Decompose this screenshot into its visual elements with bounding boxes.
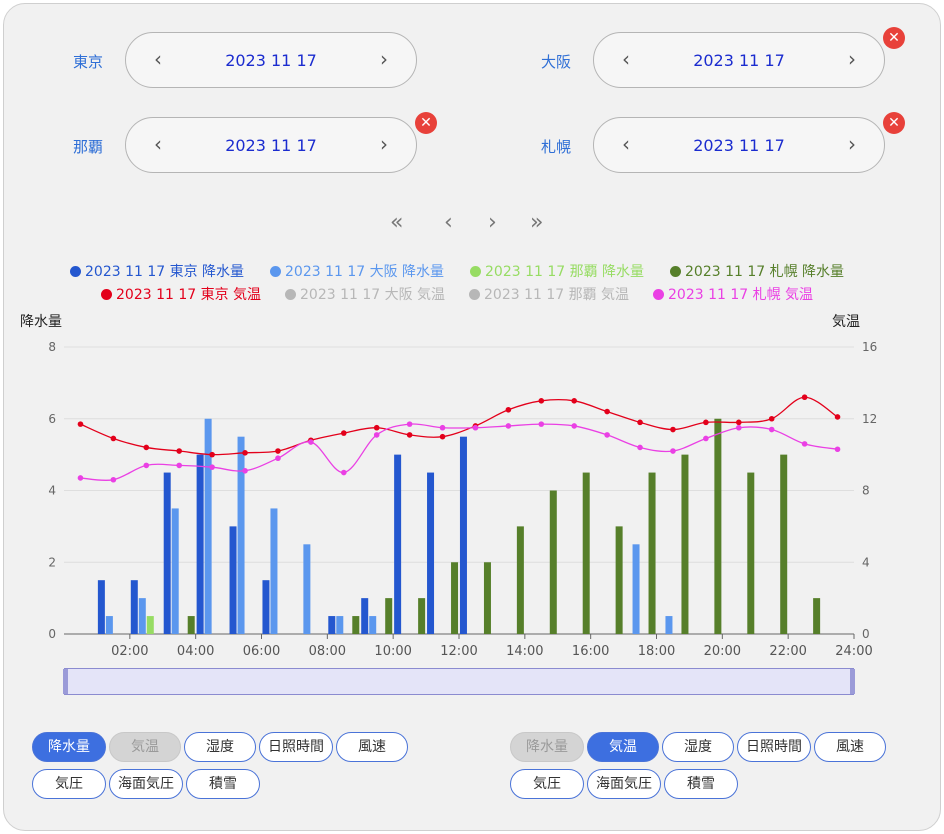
legend-label: 2023 11 17 札幌 降水量 — [685, 264, 845, 280]
chevron-left-icon[interactable]: ‹ — [154, 47, 162, 71]
legend-dot — [670, 266, 681, 277]
city-label-tokyo: 東京 — [73, 53, 104, 71]
chevron-left-icon[interactable]: ‹ — [154, 132, 162, 156]
close-icon[interactable]: ✕ — [415, 112, 437, 134]
metric-button[interactable]: 日照時間 — [259, 732, 333, 762]
legend-dot — [270, 266, 281, 277]
chevron-right-icon[interactable]: › — [380, 47, 388, 71]
date-picker-tokyo: ‹ 2023 11 17 › — [125, 32, 417, 88]
legend-dot — [470, 266, 481, 277]
range-slider[interactable] — [63, 668, 855, 695]
date-picker-sapporo: ‹ 2023 11 17 › — [593, 117, 885, 173]
next-page-icon[interactable]: › — [488, 210, 497, 235]
legend-label: 2023 11 17 大阪 降水量 — [285, 264, 445, 280]
legend-label: 2023 11 17 東京 降水量 — [85, 264, 245, 280]
metric-button[interactable]: 海面気圧 — [109, 769, 183, 799]
legend-item[interactable]: 2023 11 17 那覇 降水量 — [470, 261, 644, 281]
legend-dot — [653, 289, 664, 300]
legend-item[interactable]: 2023 11 17 大阪 降水量 — [270, 261, 444, 281]
legend-item[interactable]: 2023 11 17 東京 気温 — [101, 284, 261, 304]
metric-button[interactable]: 湿度 — [662, 732, 734, 762]
legend-dot — [469, 289, 480, 300]
legend-item[interactable]: 2023 11 17 札幌 気温 — [653, 284, 813, 304]
chevron-right-icon[interactable]: › — [380, 132, 388, 156]
metric-button[interactable]: 積雪 — [186, 769, 260, 799]
city-label-sapporo: 札幌 — [541, 138, 572, 156]
metric-button[interactable]: 積雪 — [664, 769, 738, 799]
city-label-naha: 那覇 — [73, 138, 104, 156]
prev-page-icon[interactable]: ‹ — [444, 210, 453, 235]
chevron-right-icon[interactable]: › — [848, 47, 856, 71]
legend-dot — [101, 289, 112, 300]
metric-button[interactable]: 海面気圧 — [587, 769, 661, 799]
legend-dot — [285, 289, 296, 300]
legend-item[interactable]: 2023 11 17 大阪 気温 — [285, 284, 445, 304]
metric-button[interactable]: 気圧 — [510, 769, 584, 799]
legend-item[interactable]: 2023 11 17 那覇 気温 — [469, 284, 629, 304]
chevron-left-icon[interactable]: ‹ — [622, 132, 630, 156]
metric-button[interactable]: 風速 — [814, 732, 886, 762]
date-value: 2023 11 17 — [225, 51, 317, 70]
metric-button[interactable]: 湿度 — [184, 732, 256, 762]
metric-button[interactable]: 気温 — [587, 732, 659, 762]
legend-label: 2023 11 17 大阪 気温 — [300, 287, 446, 303]
close-icon[interactable]: ✕ — [883, 112, 905, 134]
date-value: 2023 11 17 — [693, 136, 785, 155]
metric-button[interactable]: 降水量 — [510, 732, 584, 762]
chevron-left-icon[interactable]: ‹ — [622, 47, 630, 71]
legend-label: 2023 11 17 那覇 降水量 — [485, 264, 645, 280]
close-icon[interactable]: ✕ — [883, 27, 905, 49]
first-page-icon[interactable]: « — [390, 210, 404, 235]
date-picker-naha: ‹ 2023 11 17 › — [125, 117, 417, 173]
metric-button[interactable]: 気圧 — [32, 769, 106, 799]
y-right-axis-title: 気温 — [832, 314, 860, 330]
range-handle-right[interactable] — [850, 669, 855, 694]
date-value: 2023 11 17 — [693, 51, 785, 70]
legend-item[interactable]: 2023 11 17 札幌 降水量 — [670, 261, 844, 281]
last-page-icon[interactable]: » — [530, 210, 544, 235]
legend-label: 2023 11 17 那覇 気温 — [484, 287, 630, 303]
legend-dot — [70, 266, 81, 277]
range-handle-left[interactable] — [63, 669, 68, 694]
chevron-right-icon[interactable]: › — [848, 132, 856, 156]
city-label-osaka: 大阪 — [541, 53, 572, 71]
metric-button[interactable]: 風速 — [336, 732, 408, 762]
legend-label: 2023 11 17 東京 気温 — [116, 287, 262, 303]
date-value: 2023 11 17 — [225, 136, 317, 155]
legend-label: 2023 11 17 札幌 気温 — [668, 287, 814, 303]
legend-item[interactable]: 2023 11 17 東京 降水量 — [70, 261, 244, 281]
metric-button[interactable]: 日照時間 — [737, 732, 811, 762]
metric-button[interactable]: 降水量 — [32, 732, 106, 762]
metric-button[interactable]: 気温 — [109, 732, 181, 762]
y-left-axis-title: 降水量 — [20, 314, 62, 330]
date-picker-osaka: ‹ 2023 11 17 › — [593, 32, 885, 88]
